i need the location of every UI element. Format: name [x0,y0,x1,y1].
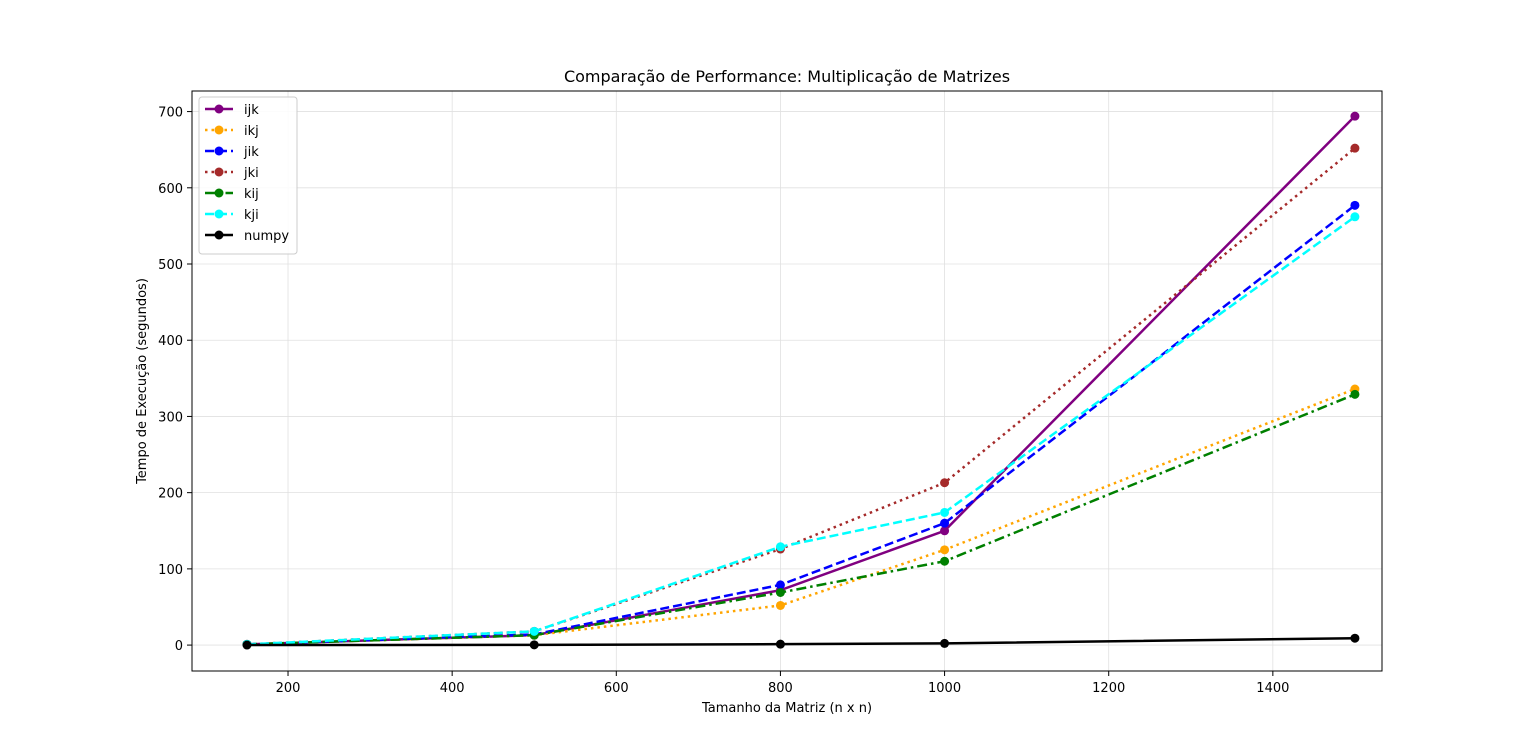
legend-item-kji: kji [205,208,259,223]
legend-item-ijk: ijk [205,103,259,118]
y-tick-label: 200 [158,487,183,502]
legend-marker [214,230,224,240]
y-axis-ticks: 0 100 200 300 400 500 600 700 [158,106,192,654]
data-point-numpy [529,640,539,650]
x-axis-label: Tamanho da Matriz (n x n) [701,701,872,716]
legend-item-numpy: numpy [205,229,289,244]
data-point-kij [1350,389,1360,399]
y-tick-label: 700 [158,106,183,121]
legend-label: ikj [244,124,259,139]
data-point-kij [940,556,950,566]
data-point-kji [1350,212,1360,222]
legend-label: numpy [244,229,289,244]
legend-label: kij [244,187,259,202]
y-tick-label: 0 [175,639,183,654]
y-tick-label: 100 [158,563,183,578]
data-point-numpy [775,639,785,649]
y-tick-label: 500 [158,258,183,273]
data-point-numpy [940,638,950,648]
legend: ijk ikj jik jki kij kji numpy [198,96,298,255]
legend-label: jik [243,145,259,160]
legend-marker [214,125,224,135]
x-tick-label: 1000 [928,681,961,696]
data-point-kji [529,626,539,636]
data-point-numpy [1350,633,1360,643]
x-tick-label: 400 [440,681,465,696]
plot-frame [191,90,1383,672]
y-tick-label: 300 [158,410,183,425]
legend-item-jki: jki [205,166,259,181]
legend-marker [214,146,224,156]
data-point-kji [775,542,785,552]
series-layer [242,111,1360,650]
data-point-kij [775,587,785,597]
legend-marker [214,188,224,198]
legend-item-ikj: ikj [205,124,259,139]
data-point-jik [775,580,785,590]
x-tick-label: 800 [768,681,793,696]
legend-marker [214,104,224,114]
legend-marker [214,209,224,219]
x-tick-label: 600 [604,681,629,696]
series-numpy [242,633,1360,650]
y-tick-label: 400 [158,334,183,349]
data-point-numpy [242,640,252,650]
x-tick-label: 200 [276,681,301,696]
y-tick-label: 600 [158,182,183,197]
data-point-ikj [940,545,950,555]
x-tick-label: 1200 [1092,681,1125,696]
x-axis-ticks: 200 400 600 800 1000 1200 1400 [276,671,1289,696]
legend-label: kji [244,208,259,223]
data-point-kji [940,507,950,517]
legend-label: ijk [244,103,259,118]
y-axis-label: Tempo de Execução (segundos) [135,278,150,485]
legend-label: jki [243,166,259,181]
data-point-jik [940,518,950,528]
data-point-jik [1350,200,1360,210]
data-point-ijk [1350,111,1360,121]
data-point-ikj [775,600,785,610]
x-tick-label: 1400 [1256,681,1289,696]
data-point-ijk [940,526,950,536]
legend-item-kij: kij [205,187,259,202]
chart-title: Comparação de Performance: Multiplicação… [564,67,1010,86]
legend-item-jik: jik [205,145,259,160]
legend-marker [214,167,224,177]
data-point-jki [1350,143,1360,153]
data-point-jki [940,478,950,488]
